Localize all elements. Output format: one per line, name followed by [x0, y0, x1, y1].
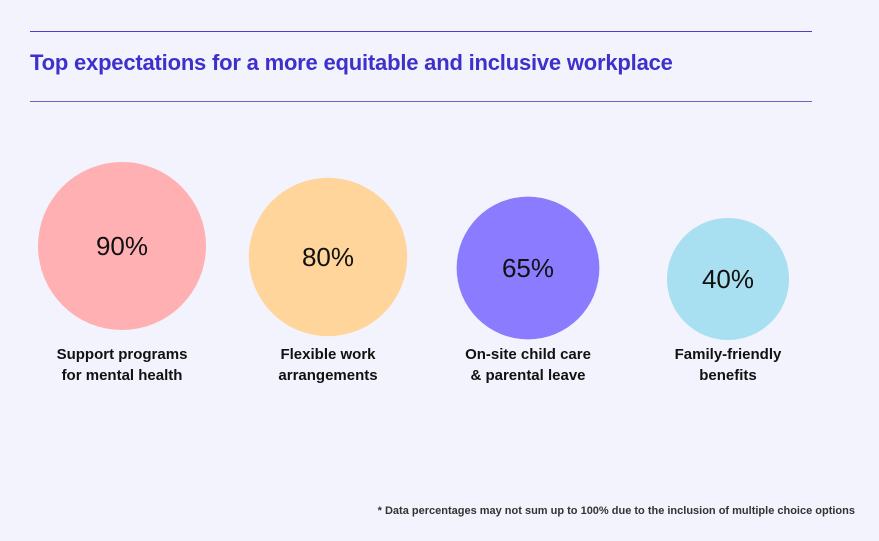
category-label-line: & parental leave [470, 367, 586, 384]
category-label-line: arrangements [278, 367, 378, 384]
bottom-divider [30, 101, 812, 102]
category-label-line: benefits [699, 367, 757, 384]
bubble-0 [38, 162, 206, 330]
chart-title: Top expectations for a more equitable an… [30, 50, 673, 75]
category-label-line: Flexible work [280, 346, 376, 363]
bubble-3 [666, 217, 790, 341]
category-label-line: Support programs [56, 346, 188, 363]
category-label-line: for mental health [61, 367, 183, 384]
value-label: 90% [96, 231, 148, 261]
category-label-line: On-site child care [465, 346, 591, 363]
value-label: 65% [502, 253, 554, 283]
category-label: Support programs for mental health [22, 344, 222, 386]
top-divider [30, 31, 812, 32]
footnote: * Data percentages may not sum up to 100… [377, 505, 855, 517]
category-label: On-site child care & parental leave [428, 344, 628, 386]
value-label: 40% [702, 264, 754, 294]
bubble-2 [456, 196, 600, 340]
category-label-line: Family-friendly [674, 346, 782, 363]
category-label: Flexible work arrangements [228, 344, 428, 386]
value-label: 80% [302, 242, 354, 272]
bubble-1 [248, 177, 408, 337]
category-label: Family-friendly benefits [628, 344, 828, 386]
